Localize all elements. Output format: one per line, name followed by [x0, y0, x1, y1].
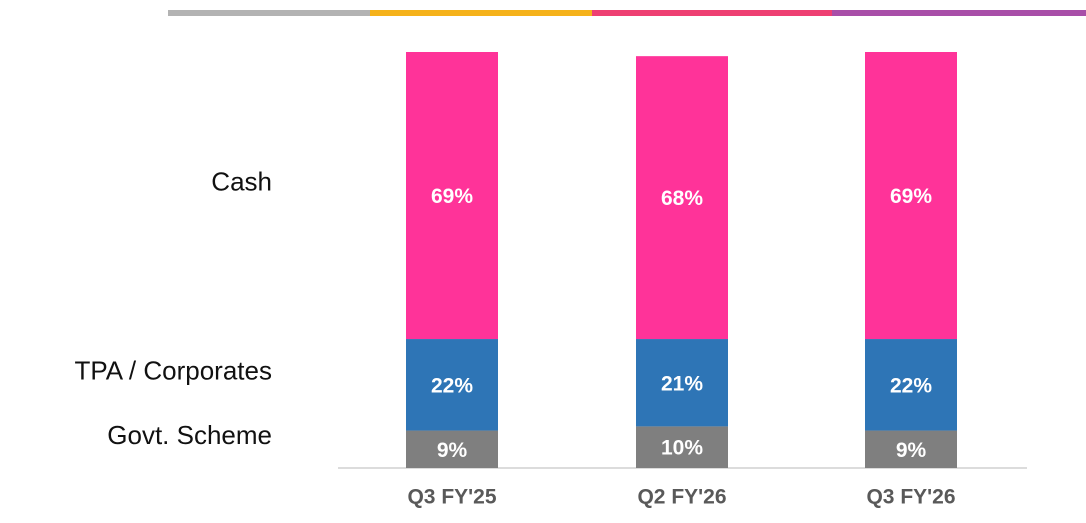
value-label: 22%: [890, 374, 932, 397]
value-label: 10%: [661, 437, 703, 460]
legend-label: Govt. Scheme: [107, 420, 272, 450]
legend-label: Cash: [211, 166, 272, 196]
strip-purple: [832, 10, 1086, 16]
bar-segment: [636, 426, 728, 468]
x-tick-label: Q3 FY'26: [866, 486, 955, 509]
bar-segment: [636, 56, 728, 340]
value-label: 9%: [896, 439, 927, 462]
x-tick-label: Q3 FY'25: [407, 486, 496, 509]
value-label: 9%: [437, 439, 468, 462]
bar-segment: [636, 339, 728, 427]
legend-label: TPA / Corporates: [75, 356, 273, 386]
strip-pink: [592, 10, 832, 16]
value-label: 22%: [431, 374, 473, 397]
value-label: 69%: [890, 185, 932, 208]
bar-segment: [865, 52, 957, 340]
bar-segment: [865, 430, 957, 468]
bar-segment: [865, 339, 957, 431]
bar-segment: [406, 52, 498, 340]
bar-segment: [406, 430, 498, 468]
x-tick-label: Q2 FY'26: [637, 486, 726, 509]
strip-orange: [370, 10, 592, 16]
bar-segment: [406, 339, 498, 431]
strip-gray: [168, 10, 370, 16]
value-label: 21%: [661, 372, 703, 395]
value-label: 69%: [431, 185, 473, 208]
value-label: 68%: [661, 187, 703, 210]
